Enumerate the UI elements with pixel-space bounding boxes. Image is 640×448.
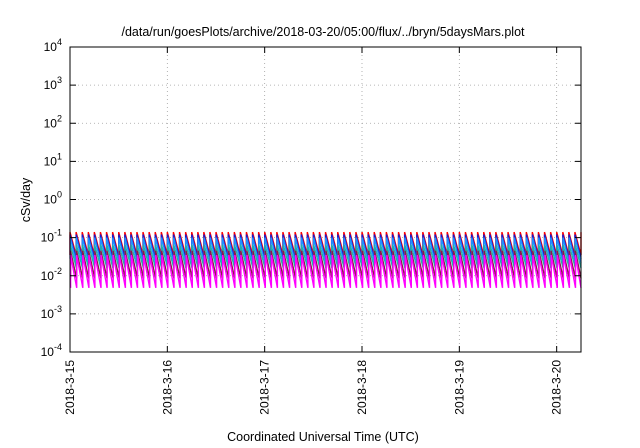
x-tick-label: 2018-3-19 xyxy=(452,360,466,415)
y-tick-exponent: 1 xyxy=(57,151,62,161)
y-tick-exponent: 4 xyxy=(57,37,62,47)
y-tick-label: 103 xyxy=(44,75,62,92)
y-tick-base: 10 xyxy=(44,154,58,168)
y-tick-label: 10-1 xyxy=(41,228,62,245)
y-tick-base: 10 xyxy=(41,231,55,245)
y-tick-label: 101 xyxy=(44,151,62,168)
y-tick-exponent: 3 xyxy=(57,75,62,85)
x-tick-label: 2018-3-15 xyxy=(63,360,77,415)
y-tick-label: 102 xyxy=(44,113,62,130)
y-tick-base: 10 xyxy=(44,116,58,130)
y-tick-exponent: 0 xyxy=(57,190,62,200)
y-tick-base: 10 xyxy=(44,40,58,54)
x-tick-label: 2018-3-20 xyxy=(550,360,564,415)
y-tick-label: 100 xyxy=(44,190,62,207)
y-tick-base: 10 xyxy=(41,345,55,359)
y-tick-exponent: -1 xyxy=(54,228,62,238)
x-tick-label: 2018-3-17 xyxy=(258,360,272,415)
y-axis-label: cSv/day xyxy=(19,177,33,222)
y-tick-exponent: -2 xyxy=(54,266,62,276)
y-tick-base: 10 xyxy=(41,269,55,283)
y-tick-exponent: -3 xyxy=(54,304,62,314)
y-tick-base: 10 xyxy=(44,78,58,92)
grid-lines xyxy=(70,47,581,352)
y-tick-label: 10-2 xyxy=(41,266,62,283)
y-tick-base: 10 xyxy=(44,193,58,207)
y-tick-label: 104 xyxy=(44,37,62,54)
y-tick-exponent: -4 xyxy=(54,342,62,352)
series-line xyxy=(69,254,582,289)
y-tick-label: 10-3 xyxy=(41,304,62,321)
y-tick-base: 10 xyxy=(41,307,55,321)
chart-title: /data/run/goesPlots/archive/2018-03-20/0… xyxy=(121,25,525,39)
x-axis-label: Coordinated Universal Time (UTC) xyxy=(227,430,419,444)
y-tick-exponent: 2 xyxy=(57,113,62,123)
x-axis-ticks: 2018-3-15 2018-3-16 2018-3-17 2018-3-18 2018… xyxy=(63,47,564,415)
y-tick-label: 10-4 xyxy=(41,342,62,359)
series-group xyxy=(69,231,582,289)
x-tick-label: 2018-3-16 xyxy=(160,360,174,415)
x-tick-label: 2018-3-18 xyxy=(355,360,369,415)
